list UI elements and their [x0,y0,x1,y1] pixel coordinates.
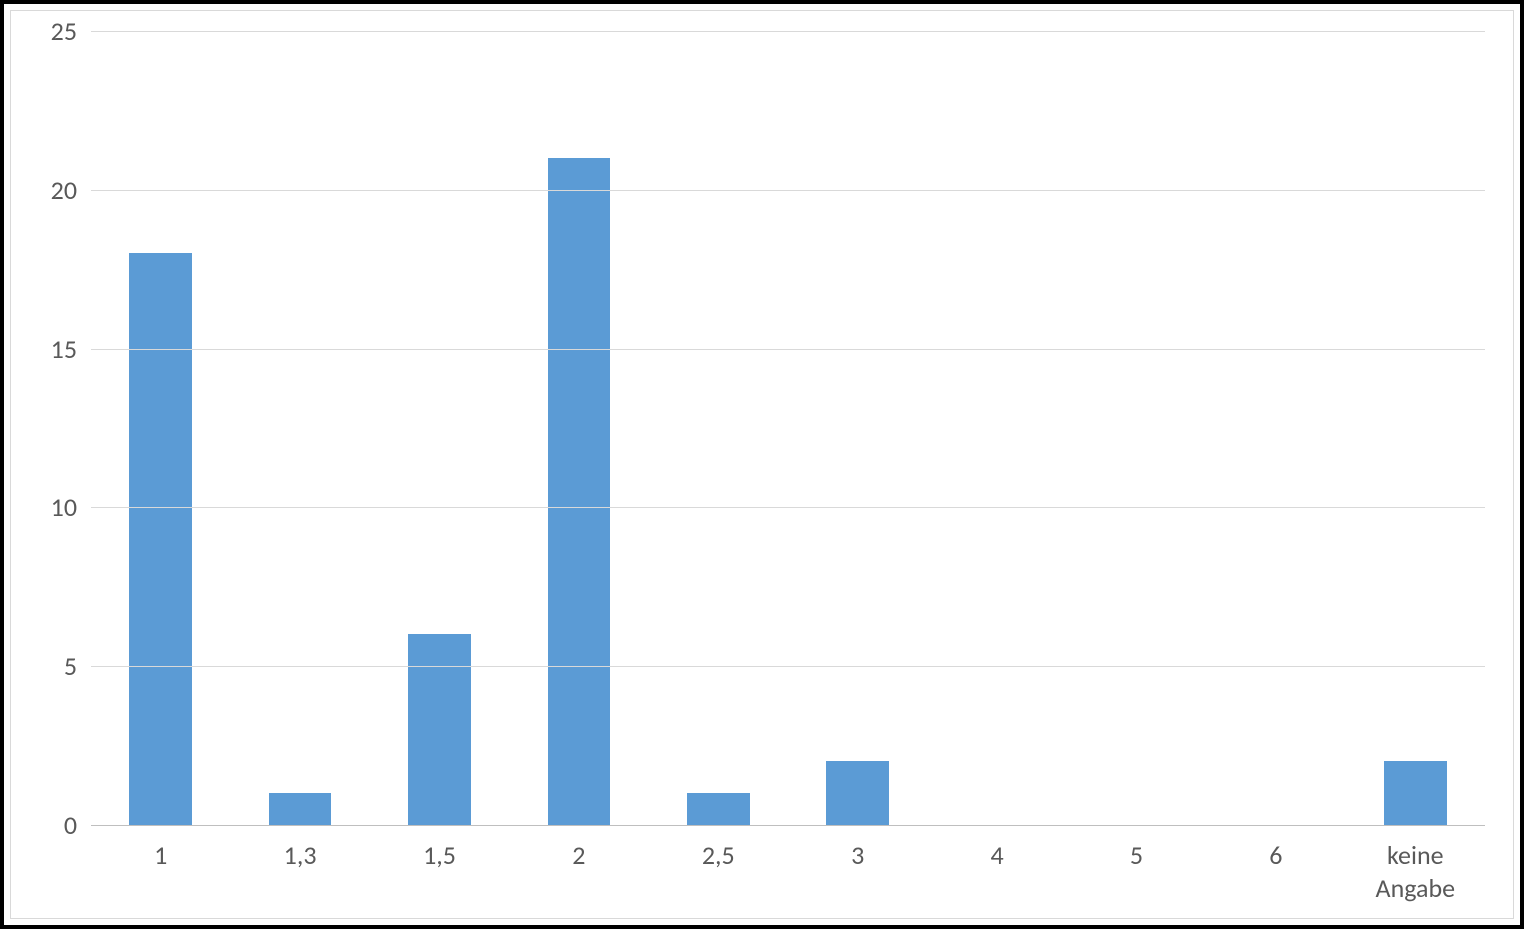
x-tick-label: 3 [788,839,927,872]
x-axis-line [91,825,1485,826]
x-tick-label: 5 [1067,839,1206,872]
bar [129,253,192,825]
y-tick-label: 0 [11,809,77,841]
y-tick-label: 5 [11,650,77,682]
x-tick-label: 1 [91,839,230,872]
bars-layer [91,31,1485,825]
y-tick-label: 25 [11,15,77,47]
bar [408,634,471,825]
x-tick-label: keine Angabe [1346,839,1485,904]
gridline [91,31,1485,32]
x-tick-label: 2,5 [649,839,788,872]
chart-outer-border: 051015202511,31,522,53456keine Angabe [0,0,1524,929]
chart-frame: 051015202511,31,522,53456keine Angabe [10,10,1514,919]
gridline [91,666,1485,667]
gridline [91,190,1485,191]
x-tick-label: 1,3 [230,839,369,872]
plot-area: 051015202511,31,522,53456keine Angabe [91,31,1485,825]
bar [826,761,889,825]
x-tick-label: 2 [509,839,648,872]
x-tick-label: 6 [1206,839,1345,872]
bar [687,793,750,825]
gridline [91,507,1485,508]
y-tick-label: 10 [11,491,77,523]
bar [269,793,332,825]
gridline [91,349,1485,350]
x-tick-label: 4 [927,839,1066,872]
y-tick-label: 20 [11,174,77,206]
bar [548,158,611,825]
x-tick-label: 1,5 [370,839,509,872]
bar [1384,761,1447,825]
y-tick-label: 15 [11,333,77,365]
